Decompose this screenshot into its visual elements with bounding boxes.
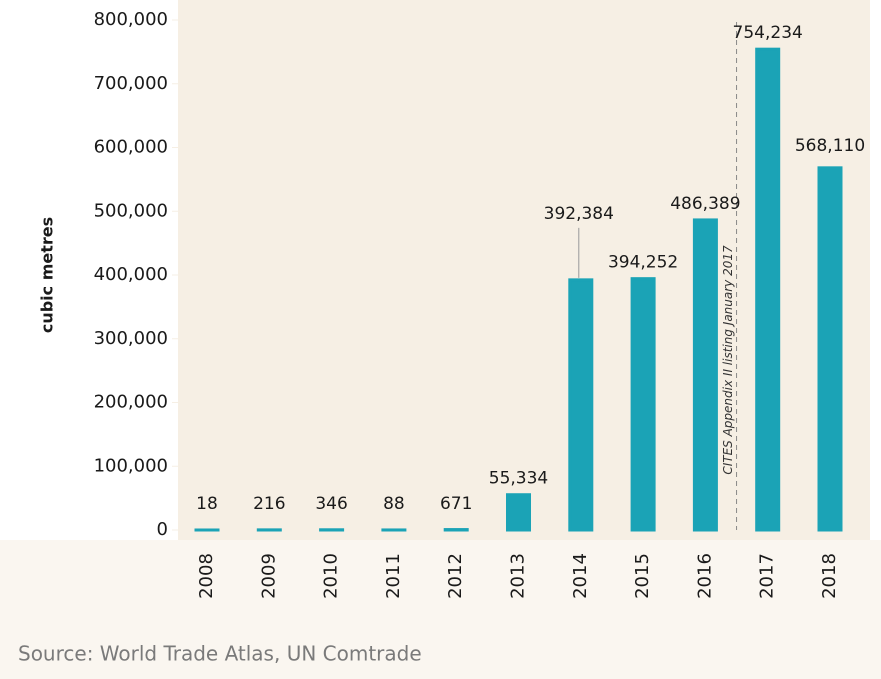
value-label: 671 (440, 494, 472, 514)
bar (630, 277, 656, 532)
value-label: 392,384 (544, 204, 614, 224)
bar (817, 166, 843, 532)
value-label: 394,252 (608, 253, 678, 273)
x-tick-label: 2012 (445, 553, 466, 599)
x-tick-label: 2014 (570, 553, 591, 599)
x-tick-label: 2017 (757, 553, 778, 599)
value-label: 568,110 (795, 136, 865, 156)
value-label: 18 (196, 494, 218, 514)
source: Source: World Trade Atlas, UN Comtrade (18, 642, 422, 666)
value-label: 55,334 (489, 469, 548, 489)
annotation: CITES Appendix II listing January 2017 (721, 245, 735, 475)
x-tick-label: 2010 (321, 553, 342, 599)
y-tick-label: 200,000 (94, 392, 168, 413)
x-tick-label: 2008 (196, 553, 217, 599)
y-tick-label: 700,000 (94, 73, 168, 94)
value-label: 486,389 (670, 194, 740, 214)
bar (692, 218, 718, 532)
y-tick-label: 400,000 (94, 264, 168, 285)
bar (506, 493, 531, 532)
value-label: 346 (315, 494, 347, 514)
y-tick-label: 100,000 (94, 455, 168, 476)
y-tick-label: 600,000 (94, 137, 168, 158)
x-tick-label: 2013 (508, 553, 529, 599)
y-axis-label: cubic metres (38, 217, 57, 333)
bar (568, 278, 594, 532)
bar (755, 47, 781, 532)
value-label: 754,234 (733, 23, 803, 43)
plot-background (178, 0, 870, 540)
y-tick-label: 0 (157, 519, 168, 540)
footer-background (0, 540, 881, 679)
x-tick-label: 2018 (819, 553, 840, 599)
y-tick-label: 500,000 (94, 200, 168, 221)
value-label: 216 (253, 494, 285, 514)
x-tick-label: 2009 (258, 553, 279, 599)
x-tick-label: 2015 (632, 553, 653, 599)
y-tick-label: 800,000 (94, 9, 168, 30)
y-tick-label: 300,000 (94, 328, 168, 349)
value-label: 88 (383, 494, 405, 514)
x-tick-label: 2011 (383, 553, 404, 599)
x-tick-label: 2016 (694, 553, 715, 599)
